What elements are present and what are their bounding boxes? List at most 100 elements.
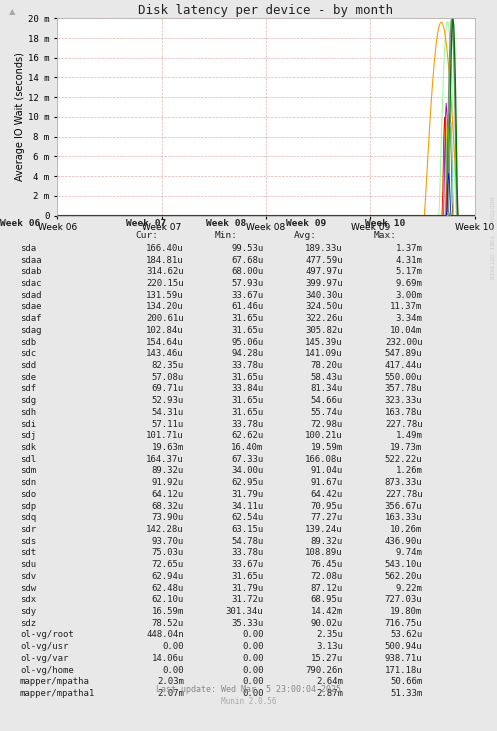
Text: ▲: ▲ [9, 7, 15, 16]
Text: sds: sds [20, 537, 36, 546]
Text: 89.32u: 89.32u [152, 466, 184, 475]
Text: 91.04u: 91.04u [311, 466, 343, 475]
Text: ol-vg/home: ol-vg/home [20, 666, 74, 675]
Text: 77.27u: 77.27u [311, 513, 343, 523]
Text: sdn: sdn [20, 478, 36, 487]
Text: Munin 2.0.56: Munin 2.0.56 [221, 697, 276, 706]
Text: 33.78u: 33.78u [231, 420, 263, 428]
Text: 78.20u: 78.20u [311, 361, 343, 370]
Text: sdb: sdb [20, 338, 36, 346]
Text: 78.52u: 78.52u [152, 618, 184, 628]
Text: sdac: sdac [20, 279, 41, 288]
Text: 2.64m: 2.64m [316, 678, 343, 686]
Text: 31.72u: 31.72u [231, 595, 263, 605]
Text: 340.30u: 340.30u [305, 291, 343, 300]
Text: 0.00: 0.00 [242, 689, 263, 698]
Text: 61.46u: 61.46u [231, 303, 263, 311]
Text: 54.66u: 54.66u [311, 396, 343, 405]
Text: sdp: sdp [20, 501, 36, 510]
Text: 108.89u: 108.89u [305, 548, 343, 558]
Text: 143.46u: 143.46u [146, 349, 184, 358]
Text: 99.53u: 99.53u [231, 244, 263, 253]
Text: 68.95u: 68.95u [311, 595, 343, 605]
Text: Max:: Max: [374, 231, 397, 240]
Text: 145.39u: 145.39u [305, 338, 343, 346]
Text: 63.15u: 63.15u [231, 525, 263, 534]
Title: Disk latency per device - by month: Disk latency per device - by month [138, 4, 394, 17]
Text: 1.26m: 1.26m [396, 466, 422, 475]
Text: 34.11u: 34.11u [231, 501, 263, 510]
Text: sdq: sdq [20, 513, 36, 523]
Text: 547.89u: 547.89u [385, 349, 422, 358]
Text: RRDTOOL / TOBI OETIKER: RRDTOOL / TOBI OETIKER [489, 197, 494, 280]
Text: 95.06u: 95.06u [231, 338, 263, 346]
Text: 436.90u: 436.90u [385, 537, 422, 546]
Text: 62.62u: 62.62u [231, 431, 263, 440]
Text: 10.26m: 10.26m [390, 525, 422, 534]
Text: 171.18u: 171.18u [385, 666, 422, 675]
Text: 64.42u: 64.42u [311, 490, 343, 499]
Text: 72.98u: 72.98u [311, 420, 343, 428]
Text: sdc: sdc [20, 349, 36, 358]
Text: 873.33u: 873.33u [385, 478, 422, 487]
Text: Week 08: Week 08 [206, 219, 246, 228]
Text: 227.78u: 227.78u [385, 490, 422, 499]
Text: 82.35u: 82.35u [152, 361, 184, 370]
Text: 417.44u: 417.44u [385, 361, 422, 370]
Text: 101.71u: 101.71u [146, 431, 184, 440]
Text: 57.11u: 57.11u [152, 420, 184, 428]
Text: sdaa: sdaa [20, 256, 41, 265]
Text: 5.17m: 5.17m [396, 268, 422, 276]
Text: sdr: sdr [20, 525, 36, 534]
Text: 67.33u: 67.33u [231, 455, 263, 463]
Text: 15.27u: 15.27u [311, 654, 343, 663]
Text: 31.65u: 31.65u [231, 314, 263, 323]
Text: 2.03m: 2.03m [157, 678, 184, 686]
Text: 62.95u: 62.95u [231, 478, 263, 487]
Text: 9.22m: 9.22m [396, 583, 422, 593]
Text: sdm: sdm [20, 466, 36, 475]
Text: 0.00: 0.00 [242, 666, 263, 675]
Text: sdl: sdl [20, 455, 36, 463]
Text: 91.67u: 91.67u [311, 478, 343, 487]
Text: 727.03u: 727.03u [385, 595, 422, 605]
Text: 141.09u: 141.09u [305, 349, 343, 358]
Text: 19.59m: 19.59m [311, 443, 343, 452]
Text: 19.63m: 19.63m [152, 443, 184, 452]
Text: 305.82u: 305.82u [305, 326, 343, 335]
Text: 4.31m: 4.31m [396, 256, 422, 265]
Text: 399.97u: 399.97u [305, 279, 343, 288]
Text: 35.33u: 35.33u [231, 618, 263, 628]
Text: sdk: sdk [20, 443, 36, 452]
Text: 3.00m: 3.00m [396, 291, 422, 300]
Text: 142.28u: 142.28u [146, 525, 184, 534]
Text: 543.10u: 543.10u [385, 560, 422, 569]
Text: 54.78u: 54.78u [231, 537, 263, 546]
Text: 0.00: 0.00 [242, 642, 263, 651]
Text: 19.73m: 19.73m [390, 443, 422, 452]
Text: 790.26n: 790.26n [305, 666, 343, 675]
Text: 33.78u: 33.78u [231, 361, 263, 370]
Text: 324.50u: 324.50u [305, 303, 343, 311]
Text: 33.84u: 33.84u [231, 385, 263, 393]
Text: 220.15u: 220.15u [146, 279, 184, 288]
Text: 94.28u: 94.28u [231, 349, 263, 358]
Text: Avg:: Avg: [294, 231, 317, 240]
Text: 164.37u: 164.37u [146, 455, 184, 463]
Text: 134.20u: 134.20u [146, 303, 184, 311]
Text: 58.43u: 58.43u [311, 373, 343, 382]
Text: ol-vg/root: ol-vg/root [20, 630, 74, 640]
Text: 73.90u: 73.90u [152, 513, 184, 523]
Text: 497.97u: 497.97u [305, 268, 343, 276]
Text: 72.65u: 72.65u [152, 560, 184, 569]
Text: 1.49m: 1.49m [396, 431, 422, 440]
Text: Min:: Min: [215, 231, 238, 240]
Text: sdag: sdag [20, 326, 41, 335]
Text: 64.12u: 64.12u [152, 490, 184, 499]
Text: 33.67u: 33.67u [231, 560, 263, 569]
Text: 232.00u: 232.00u [385, 338, 422, 346]
Text: 14.42m: 14.42m [311, 607, 343, 616]
Text: sdz: sdz [20, 618, 36, 628]
Text: 62.48u: 62.48u [152, 583, 184, 593]
Text: 87.12u: 87.12u [311, 583, 343, 593]
